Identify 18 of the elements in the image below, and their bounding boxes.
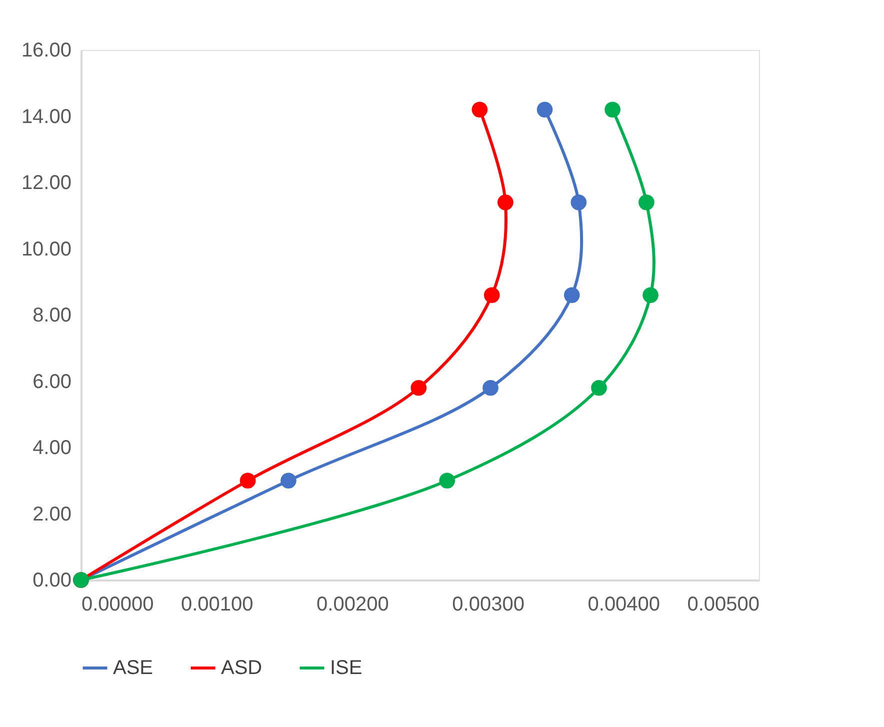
y-tick-label: 6.00 [32,370,72,393]
y-tick-label: 16.00 [21,40,72,62]
x-tick-label: 0.00000 [82,594,154,616]
x-tick-label: 0.00400 [588,594,660,616]
y-tick-label: 2.00 [32,503,72,526]
y-tick-label: 0.00 [32,570,72,592]
legend-label: ISE [330,657,362,679]
x-tick-label: 0.00200 [316,594,389,616]
x-tick-label: 0.00300 [452,594,524,616]
y-tick-label: 10.00 [21,238,72,260]
y-tick-label: 4.00 [32,437,72,459]
legend-label: ASD [221,657,262,679]
y-tick-label: 12.00 [21,172,72,194]
y-tick-label: 14.00 [21,106,72,128]
x-tick-label: 0.00500 [687,594,760,616]
y-tick-label: 8.00 [32,304,72,326]
legend-label: ASE [113,657,154,679]
x-tick-label: 0.00100 [180,594,254,616]
